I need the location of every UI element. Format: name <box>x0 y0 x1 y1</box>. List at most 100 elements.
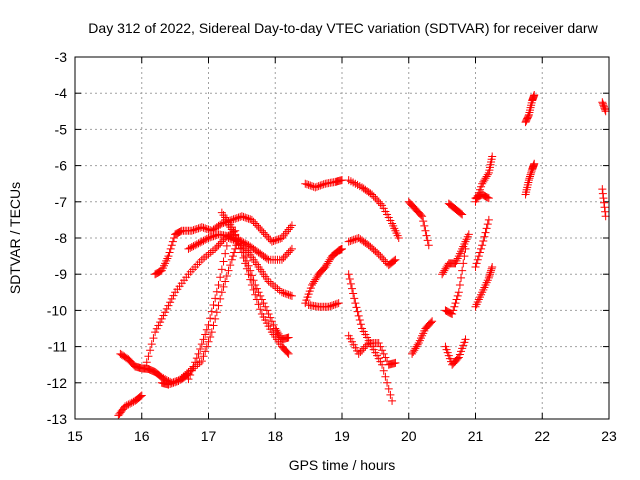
y-tick-label: -12 <box>47 375 67 391</box>
data-point <box>301 179 310 188</box>
x-axis-label: GPS time / hours <box>289 457 396 473</box>
data-point <box>412 342 421 351</box>
data-point <box>277 255 286 264</box>
data-point <box>408 349 417 358</box>
data-point <box>222 241 231 250</box>
data-point <box>279 288 288 297</box>
x-tick-label: 22 <box>534 428 550 444</box>
data-point <box>482 224 491 233</box>
data-point <box>259 299 268 308</box>
data-marks <box>114 91 610 420</box>
data-point <box>206 332 215 341</box>
data-point <box>232 235 241 244</box>
data-point <box>261 302 270 311</box>
data-point <box>427 318 435 327</box>
data-point <box>381 257 390 266</box>
data-point <box>236 236 245 245</box>
data-point <box>239 238 248 247</box>
data-point <box>284 225 293 234</box>
data-point <box>204 337 213 346</box>
data-point <box>279 231 288 240</box>
data-point <box>266 235 275 244</box>
data-point <box>212 287 221 296</box>
data-point <box>251 219 260 228</box>
data-point <box>471 262 480 271</box>
data-point <box>214 241 223 250</box>
data-point <box>191 241 200 250</box>
data-point <box>171 378 180 387</box>
data-point <box>199 223 208 232</box>
data-point <box>251 281 260 290</box>
data-point <box>378 346 387 355</box>
data-point <box>448 310 457 319</box>
data-point <box>344 237 353 246</box>
data-point <box>479 237 488 246</box>
data-point <box>284 290 293 299</box>
data-point <box>187 366 196 375</box>
data-point <box>206 314 215 323</box>
data-point <box>381 372 390 381</box>
data-point <box>239 212 248 221</box>
series-arc-01 <box>114 391 146 420</box>
data-point <box>420 221 429 230</box>
data-point <box>149 334 158 343</box>
data-point <box>477 244 486 253</box>
data-point <box>287 291 296 300</box>
data-point <box>483 193 492 202</box>
data-point <box>247 271 256 280</box>
data-point <box>378 253 387 262</box>
data-point <box>599 194 608 203</box>
data-point <box>231 244 240 253</box>
data-point <box>324 302 333 311</box>
data-point <box>211 294 220 303</box>
data-point <box>358 346 367 355</box>
data-point <box>386 390 395 399</box>
data-point <box>252 284 261 293</box>
data-point <box>174 228 183 237</box>
data-point <box>350 294 359 303</box>
y-tick-label: -10 <box>47 302 67 318</box>
data-point <box>254 223 263 232</box>
data-point <box>438 270 447 279</box>
data-point <box>170 234 179 242</box>
data-point <box>206 233 215 242</box>
y-tick-labels: -3 -4 -5 -6 -7 -8 -9 -10 -11 -12 -13 <box>47 49 67 427</box>
data-point <box>351 299 360 308</box>
data-point <box>229 234 238 242</box>
data-point <box>481 192 490 201</box>
data-point <box>428 317 437 326</box>
data-point <box>234 213 243 222</box>
data-point <box>122 401 131 410</box>
data-point <box>373 248 382 257</box>
data-point <box>284 333 293 342</box>
data-point <box>317 180 326 189</box>
data-point <box>363 340 372 349</box>
data-point <box>214 281 223 290</box>
data-point <box>601 207 610 216</box>
data-point <box>227 255 236 264</box>
data-point <box>154 321 163 330</box>
data-point <box>454 288 463 297</box>
data-point <box>224 266 233 275</box>
data-point <box>369 192 378 201</box>
data-point <box>221 277 230 286</box>
data-point <box>355 316 364 325</box>
data-point <box>201 235 210 244</box>
data-point <box>197 223 206 232</box>
data-point <box>314 182 323 191</box>
data-point <box>269 320 278 329</box>
data-point <box>525 174 534 183</box>
data-point <box>137 391 146 400</box>
data-point <box>319 180 328 189</box>
data-point <box>474 252 483 261</box>
data-point <box>214 301 223 310</box>
data-point <box>348 284 357 293</box>
data-point <box>264 234 273 242</box>
data-point <box>455 281 464 290</box>
data-point <box>254 288 263 297</box>
data-point <box>526 172 535 181</box>
data-point <box>239 248 248 257</box>
data-point <box>273 284 282 293</box>
data-point <box>307 182 316 191</box>
data-point <box>229 215 238 224</box>
